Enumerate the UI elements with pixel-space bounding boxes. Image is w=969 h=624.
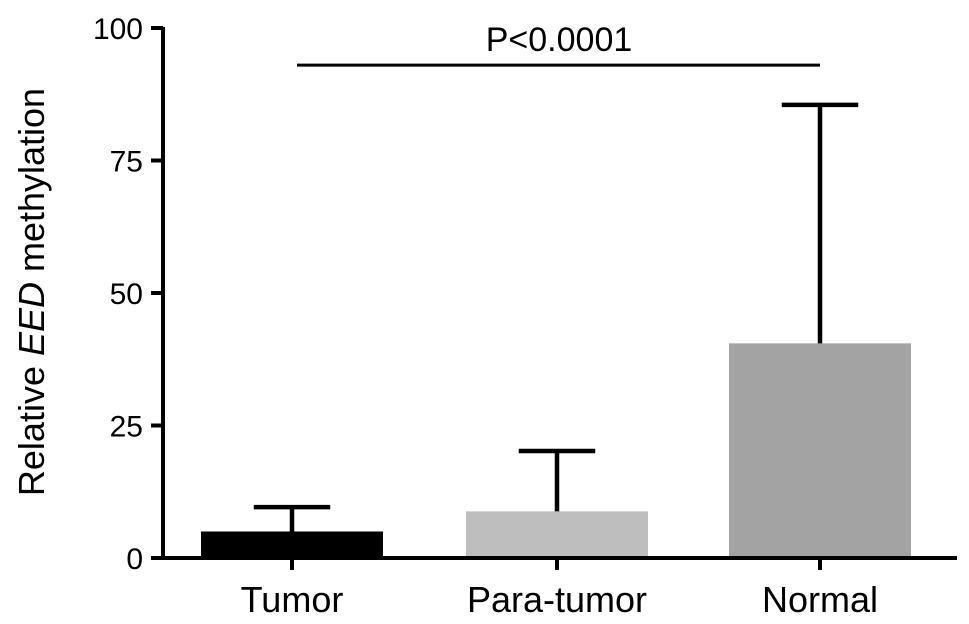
y-tick-label-50: 50 [110,278,143,311]
y-axis-label-suffix: methylation [11,88,52,282]
x-tick-label-para-tumor: Para-tumor [467,579,647,620]
bar-normal [729,343,911,558]
axes-layer: 0 25 50 75 100 Tumor Para-tumor Normal [93,13,957,620]
bar-tumor [201,531,383,558]
y-tick-label-0: 0 [126,543,143,576]
y-tick-label-100: 100 [93,13,143,46]
x-tick-label-tumor: Tumor [241,579,344,620]
y-tick-label-75: 75 [110,146,143,179]
significance-annotation: P<0.0001 [297,21,820,67]
x-tick-label-normal: Normal [762,579,878,620]
error-bars-layer [253,102,859,532]
y-axis-label: Relative EED methylation [11,88,52,496]
bar-para-tumor [466,511,648,558]
bars-layer [201,343,911,558]
y-tick-label-25: 25 [110,411,143,444]
p-value-label: P<0.0001 [486,21,633,59]
y-axis-label-prefix: Relative [11,356,52,496]
y-axis-label-gene: EED [11,282,52,356]
